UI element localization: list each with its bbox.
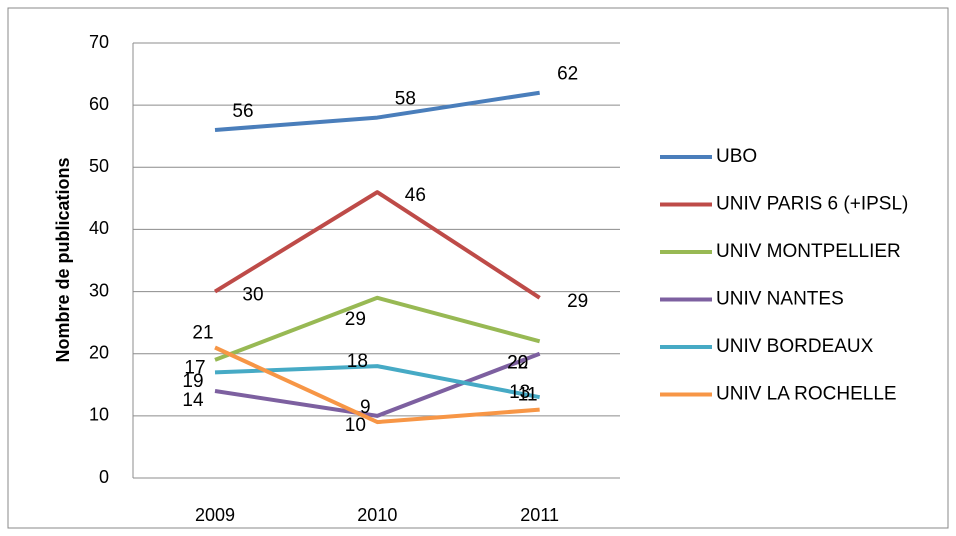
data-label: 17 (184, 357, 205, 378)
y-tick-label: 10 (89, 405, 109, 425)
legend-label: UNIV PARIS 6 (+IPSL) (716, 194, 908, 215)
series-line (214, 345, 540, 425)
data-label: 18 (347, 351, 368, 372)
y-tick-label: 20 (89, 342, 109, 362)
series-line (214, 295, 541, 362)
legend-label: UNIV BORDEAUX (716, 336, 874, 357)
data-label: 13 (509, 382, 530, 403)
data-label: 11 (518, 385, 538, 406)
legend-label: UNIV LA ROCHELLE (716, 384, 897, 405)
series-line (213, 190, 541, 300)
y-tick-label: 0 (99, 467, 109, 487)
data-label: 29 (345, 309, 366, 330)
y-tick-label: 70 (89, 32, 109, 52)
data-label: 21 (192, 323, 213, 344)
y-axis-label: Nombre de publications (53, 157, 73, 362)
x-tick-label: 2010 (357, 505, 397, 525)
data-label: 9 (360, 397, 371, 418)
series-line (214, 351, 541, 418)
legend-label: UNIV NANTES (716, 289, 844, 310)
data-label: 62 (557, 64, 578, 85)
data-label: 58 (395, 89, 416, 110)
data-label: 46 (405, 185, 426, 206)
y-tick-label: 30 (89, 280, 109, 300)
legend-label: UNIV MONTPELLIER (716, 241, 901, 262)
series-line (214, 90, 540, 132)
x-tick-label: 2011 (520, 505, 559, 525)
y-tick-label: 50 (89, 156, 109, 176)
data-label: 20 (507, 353, 528, 374)
data-label: 30 (242, 285, 263, 306)
data-label: 56 (232, 101, 253, 122)
data-label: 14 (182, 390, 204, 411)
data-label: 19 (182, 371, 203, 392)
data-label: 10 (345, 415, 366, 436)
x-tick-label: 2009 (195, 505, 235, 525)
legend-label: UBO (716, 146, 757, 167)
data-label: 29 (567, 291, 588, 312)
chart-frame (7, 7, 949, 529)
y-tick-label: 60 (89, 94, 109, 114)
y-tick-label: 40 (89, 218, 109, 238)
